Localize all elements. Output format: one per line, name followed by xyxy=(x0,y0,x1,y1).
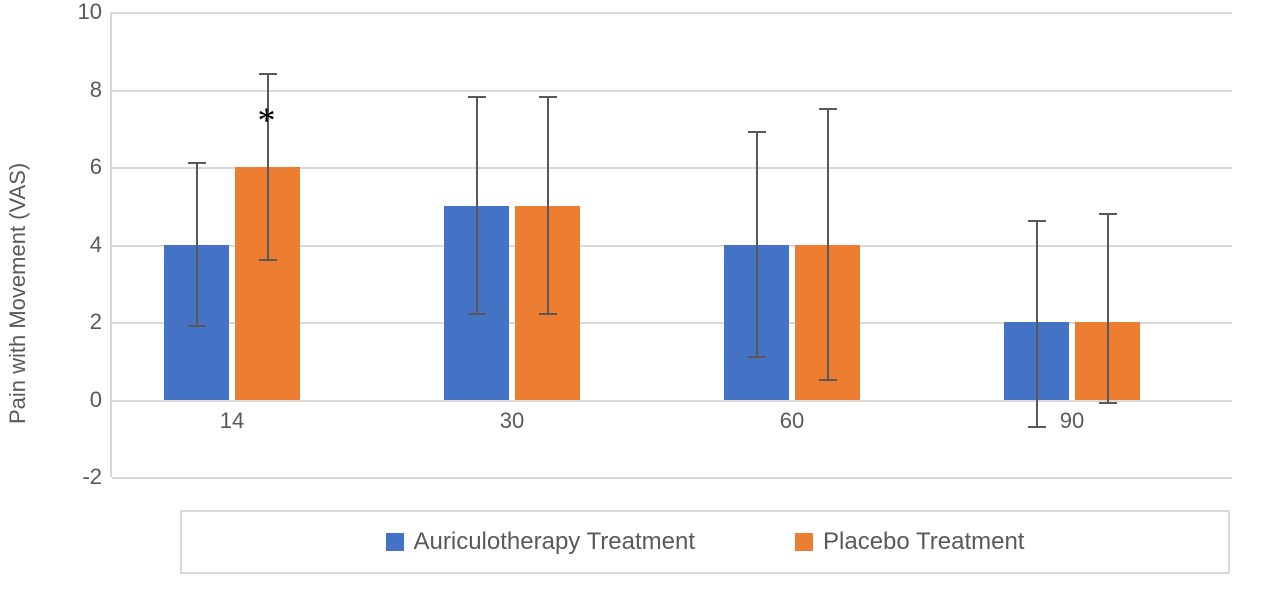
y-tick-label: 2 xyxy=(90,309,112,335)
error-bar xyxy=(827,109,829,380)
y-tick-label: 6 xyxy=(90,154,112,180)
gridline xyxy=(112,477,1232,479)
error-cap xyxy=(1028,220,1046,222)
legend: Auriculotherapy Treatment Placebo Treatm… xyxy=(180,510,1230,574)
y-tick-label: -2 xyxy=(82,464,112,490)
error-bar xyxy=(196,163,198,326)
gridline xyxy=(112,12,1232,14)
significance-marker: * xyxy=(258,99,276,141)
x-tick-label: 14 xyxy=(220,408,244,434)
error-cap xyxy=(468,96,486,98)
legend-label-auriculotherapy: Auriculotherapy Treatment xyxy=(414,528,695,556)
y-tick-label: 0 xyxy=(90,387,112,413)
gridline xyxy=(112,90,1232,92)
x-axis-line xyxy=(112,400,1232,402)
y-tick-label: 8 xyxy=(90,77,112,103)
legend-item-placebo: Placebo Treatment xyxy=(795,528,1024,556)
plot-area: -2024681014306090* xyxy=(110,12,1232,477)
error-bar xyxy=(756,132,758,357)
error-cap xyxy=(259,259,277,261)
error-cap xyxy=(1099,402,1117,404)
legend-label-placebo: Placebo Treatment xyxy=(823,528,1024,556)
legend-item-auriculotherapy: Auriculotherapy Treatment xyxy=(386,528,695,556)
error-cap xyxy=(748,131,766,133)
x-tick-label: 90 xyxy=(1060,408,1084,434)
y-tick-label: 4 xyxy=(90,232,112,258)
error-cap xyxy=(259,73,277,75)
error-cap xyxy=(539,313,557,315)
error-cap xyxy=(188,162,206,164)
chart-container: Pain with Movement (VAS) -2 0 2 4 6 8 10 14 30 60… xyxy=(0,0,1280,591)
error-bar xyxy=(1036,221,1038,426)
error-cap xyxy=(819,108,837,110)
error-cap xyxy=(748,356,766,358)
error-cap xyxy=(1099,213,1117,215)
error-bar xyxy=(476,97,478,314)
y-tick-label: 10 xyxy=(78,0,112,25)
error-bar xyxy=(1107,214,1109,404)
legend-swatch-placebo xyxy=(795,533,813,551)
x-tick-label: 30 xyxy=(500,408,524,434)
legend-swatch-auriculotherapy xyxy=(386,533,404,551)
error-bar xyxy=(547,97,549,314)
error-cap xyxy=(1028,426,1046,428)
error-cap xyxy=(468,313,486,315)
error-cap xyxy=(539,96,557,98)
error-cap xyxy=(819,379,837,381)
y-axis-label: Pain with Movement (VAS) xyxy=(5,162,31,423)
x-tick-label: 60 xyxy=(780,408,804,434)
error-cap xyxy=(188,325,206,327)
